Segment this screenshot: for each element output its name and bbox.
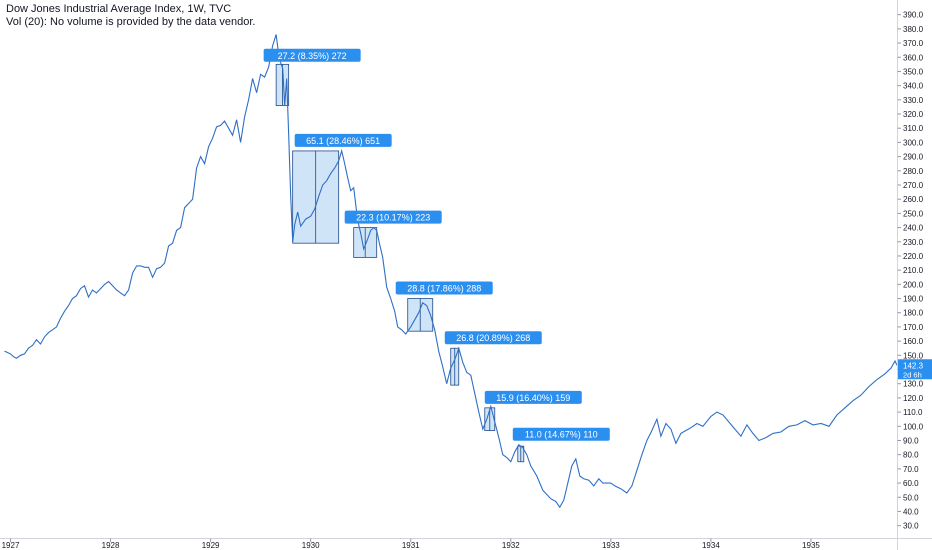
price-tick-label: 210.0 <box>903 266 924 275</box>
annotation-tag-label: 15.9 (16.40%) 159 <box>496 393 570 403</box>
price-tick-label: 280.0 <box>903 167 924 176</box>
time-tick-label: 1933 <box>602 541 620 550</box>
price-tick-label: 120.0 <box>903 394 924 403</box>
annotation-tag-bg <box>444 331 542 345</box>
last-price-countdown: 2d 6h <box>903 370 922 379</box>
price-tick-label: 310.0 <box>903 124 924 133</box>
price-tick-label: 380.0 <box>903 25 924 34</box>
price-tick-label: 260.0 <box>903 195 924 204</box>
price-tick-label: 190.0 <box>903 295 924 304</box>
annotation-tag-bg <box>512 427 610 441</box>
annotation-tag-4[interactable]: 28.8 (17.86%) 288 <box>395 281 493 295</box>
price-tick-label: 180.0 <box>903 309 924 318</box>
price-tick-label: 100.0 <box>903 422 924 431</box>
price-tick-label: 230.0 <box>903 238 924 247</box>
annotation-tag-label: 65.1 (28.46%) 651 <box>306 136 380 146</box>
annotation-tag-label: 22.3 (10.17%) 223 <box>356 213 430 223</box>
annotation-tag-5[interactable]: 26.8 (20.89%) 268 <box>444 331 542 345</box>
price-tick-label: 40.0 <box>903 507 919 516</box>
price-tick-label: 240.0 <box>903 224 924 233</box>
annotation-tag-1[interactable]: 27.2 (8.35%) 272 <box>263 48 361 62</box>
annotation-tag-3[interactable]: 22.3 (10.17%) 223 <box>344 210 442 224</box>
price-tick-label: 300.0 <box>903 138 924 147</box>
last-price-tag: 142.32d 6h <box>898 359 932 380</box>
annotation-tag-label: 26.8 (20.89%) 268 <box>456 333 530 343</box>
annotation-tag-bg <box>484 390 582 404</box>
annotation-tag-label: 11.0 (14.67%) 110 <box>525 430 598 440</box>
price-tick-label: 60.0 <box>903 479 919 488</box>
annotation-tag-7[interactable]: 11.0 (14.67%) 110 <box>512 427 610 441</box>
annotation-tag-label: 27.2 (8.35%) 272 <box>278 51 347 61</box>
time-tick-label: 1934 <box>702 541 720 550</box>
price-tick-label: 220.0 <box>903 252 924 261</box>
price-tick-label: 370.0 <box>903 39 924 48</box>
price-tick-label: 250.0 <box>903 209 924 218</box>
price-tick-label: 110.0 <box>903 408 923 417</box>
price-tick-label: 390.0 <box>903 11 924 20</box>
annotation-tag-6[interactable]: 15.9 (16.40%) 159 <box>484 390 582 404</box>
price-tick-label: 290.0 <box>903 153 924 162</box>
price-tick-label: 80.0 <box>903 451 919 460</box>
chart-legend: Dow Jones Industrial Average Index, 1W, … <box>6 3 255 29</box>
last-price-bg <box>898 359 932 380</box>
price-tick-label: 330.0 <box>903 96 924 105</box>
price-tick-label: 30.0 <box>903 522 919 531</box>
time-tick-label: 1929 <box>202 541 220 550</box>
price-tick-label: 150.0 <box>903 351 924 360</box>
time-axis[interactable]: 1927 1928 1929 1930 1931 1932 1933 1934 1935 <box>2 538 821 550</box>
price-tick-label: 70.0 <box>903 465 919 474</box>
annotation-tag-label: 28.8 (17.86%) 288 <box>407 284 481 294</box>
price-tick-label: 270.0 <box>903 181 924 190</box>
time-tick-label: 1930 <box>302 541 320 550</box>
price-tick-label: 90.0 <box>903 436 919 445</box>
price-tick-label: 200.0 <box>903 280 924 289</box>
annotation-tag-bg <box>263 48 361 62</box>
annotation-tags[interactable]: 27.2 (8.35%) 272 65.1 (28.46%) 651 22.3 (1… <box>263 48 610 441</box>
price-tick-label: 170.0 <box>903 323 924 332</box>
price-series-line <box>4 34 898 509</box>
time-tick-label: 1928 <box>102 541 120 550</box>
price-tick-label: 320.0 <box>903 110 924 119</box>
price-tick-label: 50.0 <box>903 493 919 502</box>
time-tick-label: 1931 <box>402 541 420 550</box>
price-tick-label: 360.0 <box>903 53 924 62</box>
price-tick-label: 130.0 <box>903 380 924 389</box>
annotation-tag-bg <box>294 133 392 147</box>
time-tick-label: 1927 <box>2 541 20 550</box>
last-price-value: 142.3 <box>903 361 924 370</box>
volume-note: Vol (20): No volume is provided by the d… <box>6 16 256 28</box>
symbol-title[interactable]: Dow Jones Industrial Average Index, 1W, … <box>6 3 232 15</box>
annotation-tag-2[interactable]: 65.1 (28.46%) 651 <box>294 133 392 147</box>
price-tick-label: 160.0 <box>903 337 924 346</box>
time-tick-label: 1935 <box>802 541 820 550</box>
price-tick-label: 340.0 <box>903 82 924 91</box>
annotation-tag-bg <box>344 210 442 224</box>
time-tick-label: 1932 <box>502 541 520 550</box>
annotation-tag-bg <box>395 281 493 295</box>
price-axis[interactable]: 30.0 40.0 50.0 60.0 70.0 80.0 90.0 100.0 110.0 12… <box>897 11 924 531</box>
price-tick-label: 350.0 <box>903 67 924 76</box>
